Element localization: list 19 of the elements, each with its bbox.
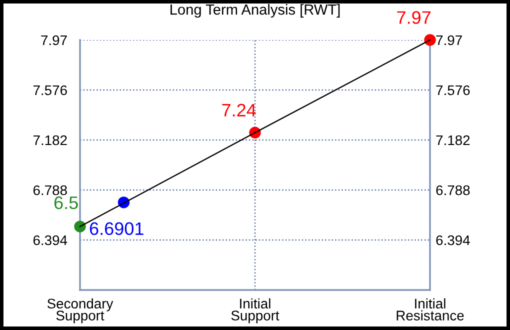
y-tick-label: 7.182 [33, 135, 67, 146]
y2-tick-label: 7.576 [436, 85, 470, 96]
point [74, 220, 86, 232]
y-tick-label: 6.788 [33, 185, 67, 196]
y2-tick-label: 7.97 [436, 35, 462, 46]
data-label: 6.5 [54, 196, 78, 210]
y-tick-label: 6.394 [33, 235, 68, 246]
y2-tick-label: 6.394 [436, 235, 470, 246]
x-tick-label: Secondary Support [47, 298, 114, 324]
data-label: 7.24 [222, 104, 256, 116]
data-label: 6.6901 [90, 222, 144, 236]
y2-tick-label: 6.788 [436, 185, 470, 196]
y-tick-label: 7.97 [41, 35, 67, 46]
chart-title: Long Term Analysis [RWT] [170, 4, 340, 18]
x-tick-label: Initial Resistance [396, 298, 464, 320]
data-label: 7.97 [397, 11, 430, 24]
y-tick-label: 7.576 [33, 85, 67, 96]
y2-tick-label: 7.182 [436, 135, 470, 146]
x-tick-label: Initial Support [231, 298, 280, 324]
